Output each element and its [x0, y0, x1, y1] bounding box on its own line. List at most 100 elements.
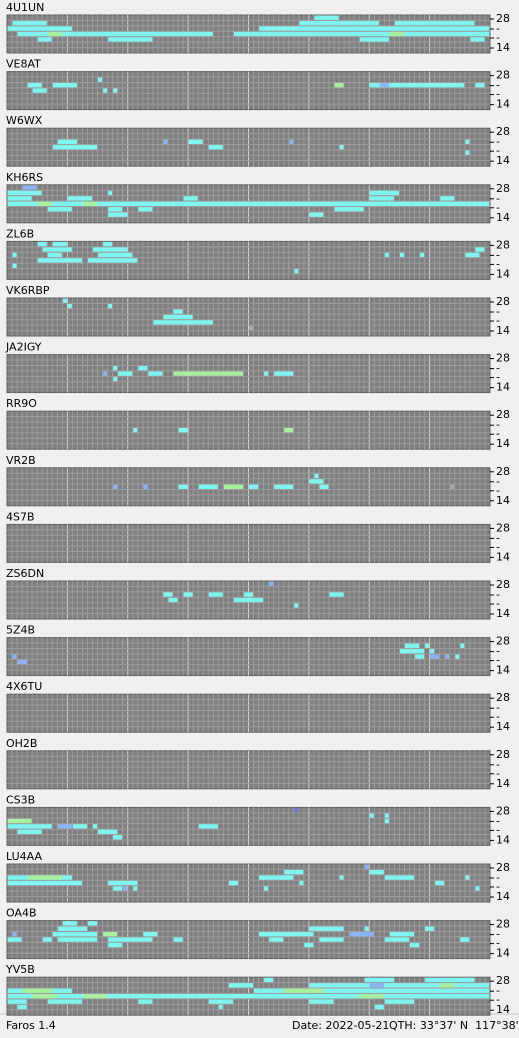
signal-cells — [108, 303, 113, 309]
axis-label: 28 — [496, 804, 510, 817]
signal-cells — [369, 190, 399, 196]
axis-label: 14 — [496, 98, 510, 111]
axis-label: 28 — [496, 691, 510, 704]
axis-label: 28 — [496, 352, 510, 365]
signal-cells — [57, 824, 72, 829]
signal-cells — [264, 371, 269, 376]
signal-cells — [384, 937, 409, 942]
signal-cells — [17, 659, 27, 665]
signal-cells — [7, 999, 27, 1004]
axis-label: - — [496, 993, 500, 1006]
signal-cells — [7, 824, 52, 829]
signal-cells — [37, 201, 52, 207]
signal-cells — [264, 977, 274, 983]
signal-cells — [364, 977, 394, 983]
axis-label: 14 — [496, 720, 510, 733]
signal-cells — [103, 371, 108, 376]
axis-label: 14 — [496, 267, 510, 280]
signal-cells — [410, 942, 420, 948]
axis-label: - — [496, 257, 500, 270]
signal-cells — [42, 937, 52, 942]
signal-cells — [133, 886, 138, 891]
signal-cells — [52, 931, 98, 937]
signal-cells — [389, 931, 415, 937]
axis-label: - — [496, 645, 500, 658]
signal-cells — [299, 880, 304, 886]
signal-cells — [17, 1004, 27, 1010]
station-name: VK6RBP — [6, 284, 50, 297]
signal-cells — [37, 241, 47, 247]
signal-cells — [108, 212, 128, 217]
station-name: ZL6B — [6, 227, 34, 240]
signal-cells — [113, 376, 118, 382]
axis-label: 14 — [496, 154, 510, 167]
axis-label: - — [496, 984, 500, 997]
signal-cells — [259, 875, 294, 880]
signal-cells — [82, 201, 98, 207]
signal-cells — [108, 880, 138, 886]
axis-label: 14 — [496, 211, 510, 224]
signal-cells — [173, 371, 243, 376]
axis-label: - — [496, 248, 500, 261]
station-name: JA2IGY — [5, 341, 42, 354]
signal-cells — [460, 937, 470, 942]
signal-cells — [52, 144, 98, 150]
signal-cells — [254, 988, 490, 993]
signal-cells — [289, 139, 294, 144]
signal-cells — [208, 999, 233, 1004]
signal-cells — [7, 937, 22, 942]
axis-label: 28 — [496, 12, 510, 25]
signal-cells — [269, 581, 274, 586]
axis-label: - — [496, 427, 500, 440]
signal-cells — [148, 371, 163, 376]
station-name: VE8AT — [6, 58, 41, 71]
signal-cells — [440, 983, 455, 988]
axis-label: - — [496, 531, 500, 544]
axis-label: 28 — [496, 125, 510, 138]
signal-cells — [309, 212, 324, 217]
signal-cells — [7, 993, 490, 999]
signal-cells — [445, 654, 450, 659]
axis-label: 14 — [496, 833, 510, 846]
signal-cells — [359, 993, 384, 999]
signal-cells — [57, 926, 87, 931]
signal-cells — [52, 82, 77, 88]
station-name: VR2B — [6, 454, 36, 467]
signal-cells — [334, 207, 364, 212]
signal-cells — [7, 201, 490, 207]
signal-cells — [314, 15, 339, 20]
signal-cells — [163, 592, 173, 597]
station-name: OH2B — [6, 737, 37, 750]
signal-cells — [143, 931, 158, 937]
signal-cells — [47, 999, 82, 1004]
signal-cells — [384, 818, 389, 824]
station-name: 5Z4B — [6, 624, 35, 637]
axis-label: - — [496, 758, 500, 771]
signal-cells — [22, 185, 37, 190]
signal-cells — [67, 196, 93, 201]
axis-label: 14 — [496, 381, 510, 394]
signal-cells — [339, 875, 344, 880]
axis-label: 14 — [496, 607, 510, 620]
axis-label: 28 — [496, 974, 510, 987]
axis-label: - — [496, 371, 500, 384]
signal-cells — [460, 643, 465, 648]
signal-cells — [108, 937, 153, 942]
station-name: YV5B — [5, 963, 35, 976]
signal-cells — [108, 37, 153, 42]
axis-label: 14 — [496, 947, 510, 960]
axis-label: 28 — [496, 635, 510, 648]
axis-label: 14 — [496, 41, 510, 54]
signal-cells — [7, 190, 42, 196]
station-name: OA4B — [6, 907, 37, 920]
axis-label: - — [496, 305, 500, 318]
axis-label: - — [496, 814, 500, 827]
signal-cells — [259, 931, 314, 937]
signal-cells — [37, 258, 82, 263]
signal-cells — [369, 196, 394, 201]
axis-label: - — [496, 192, 500, 205]
axis-label: 14 — [496, 324, 510, 337]
axis-label: - — [496, 144, 500, 157]
signal-cells — [7, 196, 32, 201]
